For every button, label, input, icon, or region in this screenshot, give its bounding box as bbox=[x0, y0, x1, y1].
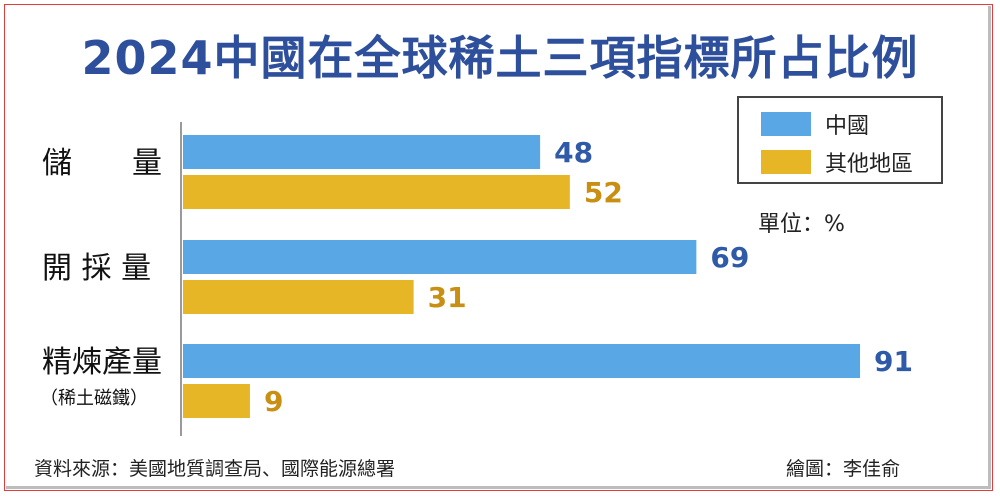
legend-swatch-other bbox=[761, 150, 811, 174]
legend-item-china: 中國 bbox=[761, 108, 869, 140]
category-sublabel-2: （稀土磁鐵） bbox=[40, 388, 148, 409]
bar-other-2 bbox=[183, 384, 250, 418]
bar-china-0 bbox=[183, 135, 541, 169]
category-label-1: 開 採 量 bbox=[42, 251, 151, 286]
frame-shadow bbox=[6, 6, 991, 489]
source-note: 資料來源：美國地質調查局、國際能源總署 bbox=[34, 458, 396, 480]
bar-china-1 bbox=[183, 240, 697, 274]
data-label-china-1: 69 bbox=[710, 241, 749, 274]
credit-note: 繪圖：李佳俞 bbox=[786, 458, 901, 480]
chart-title: 2024中國在全球稀土三項指標所占比例 bbox=[81, 31, 919, 85]
bar-china-2 bbox=[183, 344, 861, 378]
legend-label-china: 中國 bbox=[825, 114, 870, 139]
legend-swatch-china bbox=[761, 112, 811, 136]
data-label-china-2: 91 bbox=[874, 345, 913, 378]
category-label-2: 精煉產量 bbox=[42, 345, 162, 380]
unit-label: 單位：% bbox=[758, 212, 845, 237]
legend-item-other: 其他地區 bbox=[761, 146, 913, 178]
data-label-other-0: 52 bbox=[584, 176, 623, 209]
category-label-0: 儲 量 bbox=[42, 146, 162, 181]
bar-other-1 bbox=[183, 280, 414, 314]
legend: 中國 其他地區 bbox=[737, 96, 943, 184]
data-label-other-1: 31 bbox=[428, 281, 467, 314]
bar-other-0 bbox=[183, 175, 570, 209]
data-label-china-0: 48 bbox=[554, 136, 593, 169]
legend-label-other: 其他地區 bbox=[825, 152, 914, 177]
data-label-other-2: 9 bbox=[264, 385, 283, 418]
